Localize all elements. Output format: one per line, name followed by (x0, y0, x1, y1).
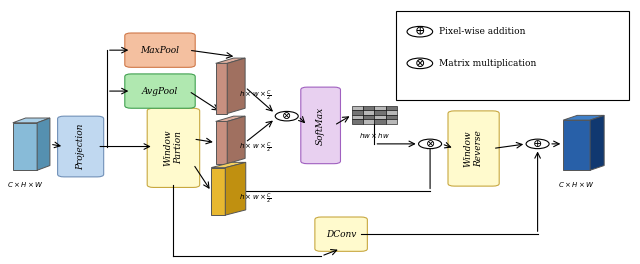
Polygon shape (563, 120, 590, 170)
Bar (352, 106, 364, 110)
Text: $C\times H\times W$: $C\times H\times W$ (559, 180, 595, 188)
Bar (352, 119, 364, 124)
Circle shape (407, 58, 433, 69)
Bar (374, 115, 385, 119)
Bar (364, 106, 374, 110)
Text: MaxPool: MaxPool (141, 46, 179, 55)
Circle shape (407, 26, 433, 37)
FancyBboxPatch shape (147, 108, 200, 187)
Polygon shape (211, 162, 246, 168)
Circle shape (526, 139, 549, 149)
Polygon shape (216, 116, 245, 121)
Text: $h\times w\times\frac{C}{2}$: $h\times w\times\frac{C}{2}$ (239, 89, 271, 103)
FancyBboxPatch shape (448, 111, 499, 186)
Bar (352, 115, 364, 119)
Text: $h\times w\times\frac{C}{2}$: $h\times w\times\frac{C}{2}$ (239, 192, 271, 206)
Polygon shape (227, 116, 245, 164)
Bar (364, 110, 374, 115)
Bar (374, 110, 385, 115)
Text: Matrix multiplication: Matrix multiplication (439, 59, 536, 68)
Text: ⊕: ⊕ (533, 139, 542, 149)
Polygon shape (563, 115, 604, 120)
FancyBboxPatch shape (301, 87, 340, 164)
Bar (374, 119, 385, 124)
Text: $h\times w\times\frac{C}{2}$: $h\times w\times\frac{C}{2}$ (239, 141, 271, 155)
Text: Window
Reverse: Window Reverse (464, 130, 483, 167)
Text: $hw\times hw$: $hw\times hw$ (359, 131, 390, 140)
Bar (352, 110, 364, 115)
Text: ⊕: ⊕ (415, 25, 425, 38)
Text: ⊗: ⊗ (415, 57, 425, 70)
Polygon shape (225, 162, 246, 215)
Text: Projection: Projection (76, 123, 85, 170)
Text: DConv: DConv (326, 230, 356, 239)
Circle shape (275, 111, 298, 121)
Polygon shape (216, 58, 245, 63)
Bar (364, 115, 374, 119)
Polygon shape (13, 123, 37, 170)
Text: ⊗: ⊗ (282, 111, 291, 121)
Polygon shape (590, 115, 604, 170)
Bar (385, 119, 397, 124)
Polygon shape (37, 118, 50, 170)
Text: AvgPool: AvgPool (142, 87, 178, 96)
Polygon shape (227, 58, 245, 114)
Polygon shape (216, 63, 227, 114)
Circle shape (419, 139, 442, 149)
FancyBboxPatch shape (396, 11, 629, 100)
FancyBboxPatch shape (315, 217, 367, 251)
Bar (385, 106, 397, 110)
FancyBboxPatch shape (125, 33, 195, 67)
FancyBboxPatch shape (58, 116, 104, 177)
Text: Pixel-wise addition: Pixel-wise addition (439, 27, 525, 36)
Bar (385, 110, 397, 115)
Bar (364, 119, 374, 124)
Polygon shape (13, 118, 50, 123)
Text: SoftMax: SoftMax (316, 106, 325, 144)
Text: ⊗: ⊗ (426, 139, 435, 149)
Text: $C\times H\times W$: $C\times H\times W$ (7, 180, 43, 188)
Polygon shape (211, 168, 225, 215)
Bar (385, 115, 397, 119)
Bar (374, 106, 385, 110)
Text: Window
Partion: Window Partion (164, 130, 183, 166)
FancyBboxPatch shape (125, 74, 195, 108)
Polygon shape (216, 121, 227, 164)
